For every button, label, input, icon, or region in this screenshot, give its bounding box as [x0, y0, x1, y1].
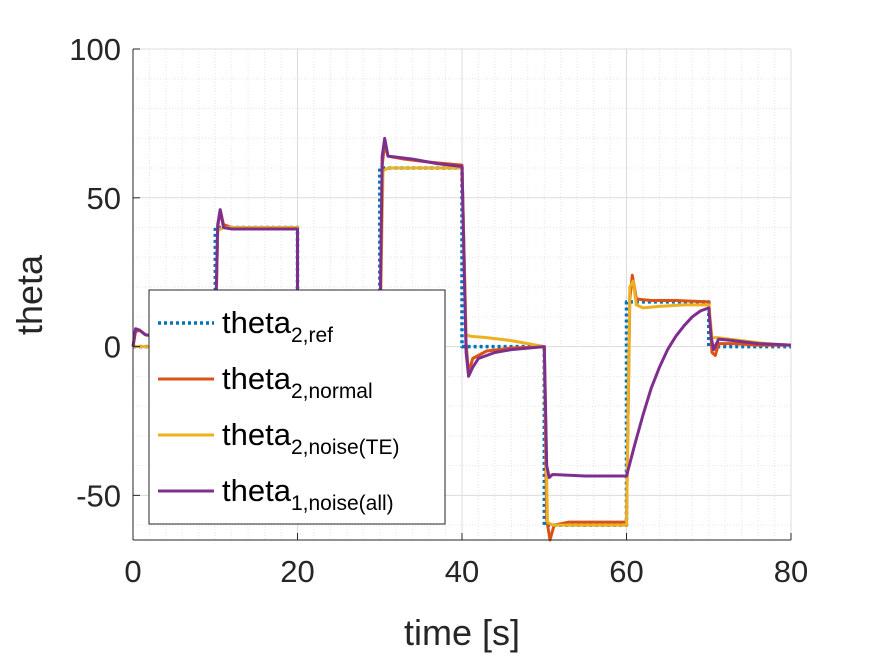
x-tick-label: 60	[609, 554, 643, 589]
axes	[132, 48, 792, 541]
legend-entry-label: theta2,ref	[222, 305, 333, 347]
y-tick-label: 0	[104, 330, 121, 365]
x-tick-label: 20	[280, 554, 314, 589]
y-axis-title: theta	[9, 254, 50, 335]
y-tick-label: 50	[87, 181, 121, 216]
legend-entry-label: theta1,noise(all)	[222, 473, 394, 515]
legend-entry-label: theta2,noise(TE)	[222, 417, 400, 459]
legend-box	[148, 289, 446, 525]
x-tick-label: 40	[445, 554, 479, 589]
legend: theta2,ref theta2,normal theta2,noise(TE) t…	[148, 289, 446, 525]
series-layer	[131, 136, 792, 542]
x-tick-label: 0	[124, 554, 141, 589]
series-line-1-noise-all	[131, 136, 792, 479]
legend-entry-label: theta2,normal	[222, 361, 373, 403]
y-tick-label: 100	[69, 32, 121, 67]
tick-labels: 0 20 40 60 80 -50 0 50 100	[69, 32, 808, 589]
x-axis-title: time [s]	[404, 612, 520, 653]
minor-grid	[133, 49, 791, 540]
x-tick-label: 80	[774, 554, 808, 589]
y-tick-label: -50	[76, 478, 121, 513]
